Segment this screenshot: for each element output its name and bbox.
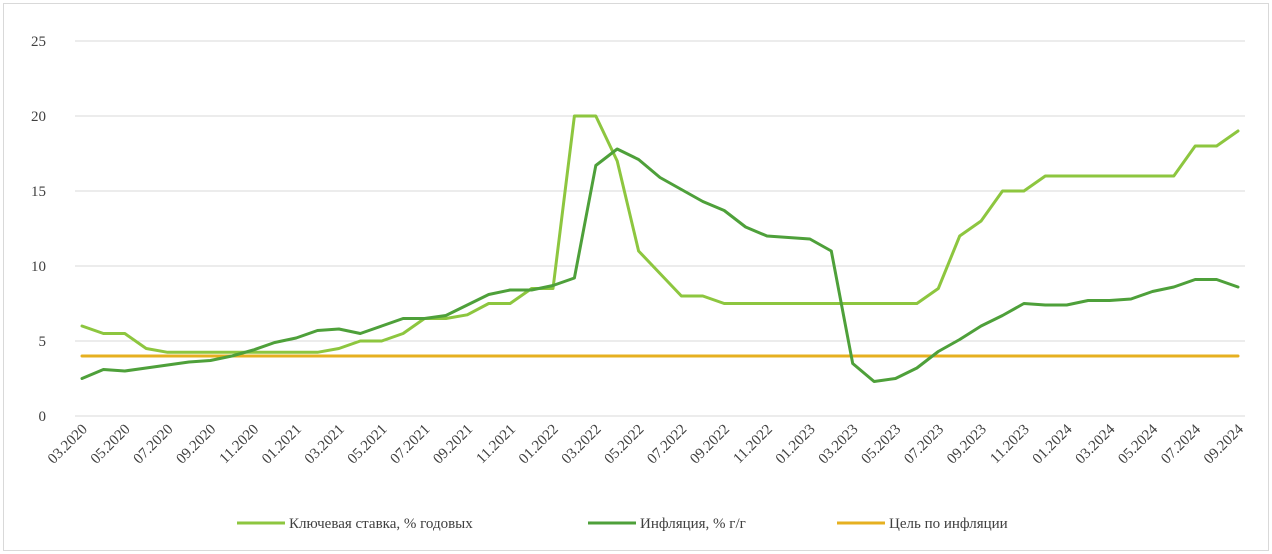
series-line-1 (80, 147, 1240, 383)
y-tick-label: 15 (31, 184, 46, 200)
legend-label-1: Инфляция, % г/г (640, 516, 746, 532)
y-tick-label: 20 (31, 109, 46, 125)
chart-frame (3, 3, 1269, 551)
legend-label-2: Цель по инфляции (889, 516, 1008, 532)
legend-label-0: Ключевая ставка, % годовых (289, 516, 473, 532)
y-tick-label: 25 (31, 34, 46, 50)
y-tick-label: 0 (39, 409, 47, 425)
series-line-0 (80, 114, 1240, 354)
grid-layer (75, 40, 1245, 417)
y-tick-label: 5 (39, 334, 47, 350)
y-axis-ticks: 0 5 10 15 20 25 (31, 34, 46, 425)
legend: Ключевая ставка, % годовых Инфляция, % г/… (237, 516, 1008, 532)
y-tick-label: 10 (31, 259, 46, 275)
series-layer (80, 114, 1240, 383)
